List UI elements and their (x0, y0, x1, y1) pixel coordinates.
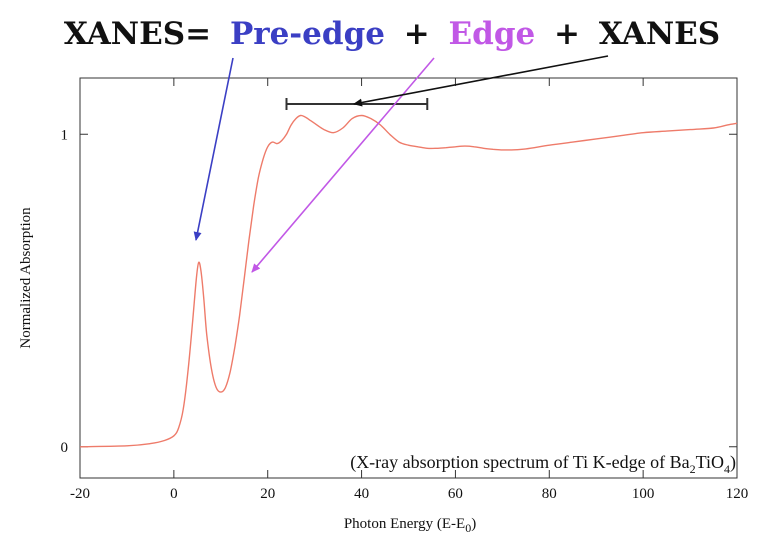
y-tick-label: 1 (61, 127, 69, 143)
caption-prefix: (X-ray absorption spectrum of Ti K-edge … (350, 452, 689, 473)
x-tick-label: 40 (354, 486, 369, 502)
x-axis-label-end: ) (471, 516, 476, 532)
title-xanes-left: XANES= (64, 16, 211, 52)
axis-ticks (79, 78, 738, 478)
figure-title: XANES= Pre-edge + Edge + XANES (64, 16, 720, 52)
caption-subscript-1: 2 (690, 462, 696, 476)
title-plus-2: + (554, 16, 580, 52)
title-edge: Edge (449, 16, 536, 52)
y-tick-label: 0 (61, 440, 69, 456)
caption-subscript-2: 4 (724, 462, 730, 476)
x-tick-label: 20 (260, 486, 275, 502)
edge-arrow (251, 57, 435, 273)
xanes-arrow (353, 55, 609, 107)
x-tick-label: 80 (542, 486, 557, 502)
x-tick-label: 60 (448, 486, 463, 502)
axis-tick-labels: -20 0 20 40 60 80 100 120 0 1 (61, 127, 749, 502)
y-axis-label: Normalized Absorption (18, 207, 34, 349)
caption-suffix: ) (730, 452, 736, 473)
x-tick-label: 120 (726, 486, 749, 502)
x-tick-label: -20 (70, 486, 90, 502)
x-axis-label-main: Photon Energy (E-E (344, 516, 465, 532)
pre-edge-arrow (193, 57, 234, 241)
plot-frame (79, 77, 738, 479)
series-absorption-line (79, 114, 738, 448)
title-xanes-right: XANES (599, 16, 720, 52)
x-tick-label: 0 (170, 486, 178, 502)
caption-mid: TiO (696, 452, 724, 472)
title-pre-edge: Pre-edge (230, 16, 385, 52)
spectrum-caption: (X-ray absorption spectrum of Ti K-edge … (350, 452, 736, 476)
title-plus-1: + (404, 16, 430, 52)
x-axis-label-subscript: 0 (465, 521, 471, 535)
x-tick-label: 100 (632, 486, 655, 502)
x-axis-label: Photon Energy (E-E0) (344, 516, 476, 535)
